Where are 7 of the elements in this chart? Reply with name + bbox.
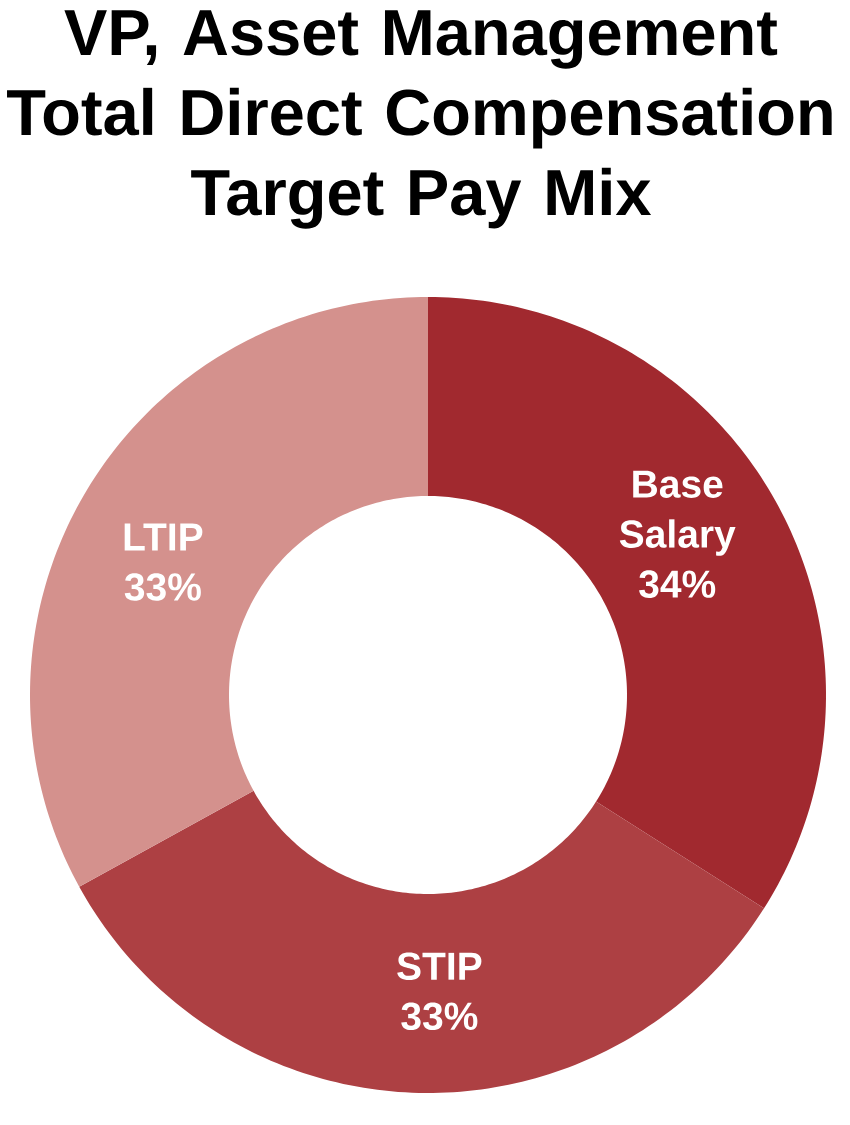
slice-label: LTIP: [124, 523, 203, 551]
slice-label: Base Salary: [619, 470, 736, 556]
data-label: 33%: [124, 573, 201, 601]
data-label: 33%: [401, 1002, 478, 1031]
data-label: 34%: [639, 570, 716, 599]
chart-title: VP, Asset Management Total Direct Compensation Target Pay Mix: [7, 10, 832, 229]
slice-label: STIP: [397, 952, 482, 981]
